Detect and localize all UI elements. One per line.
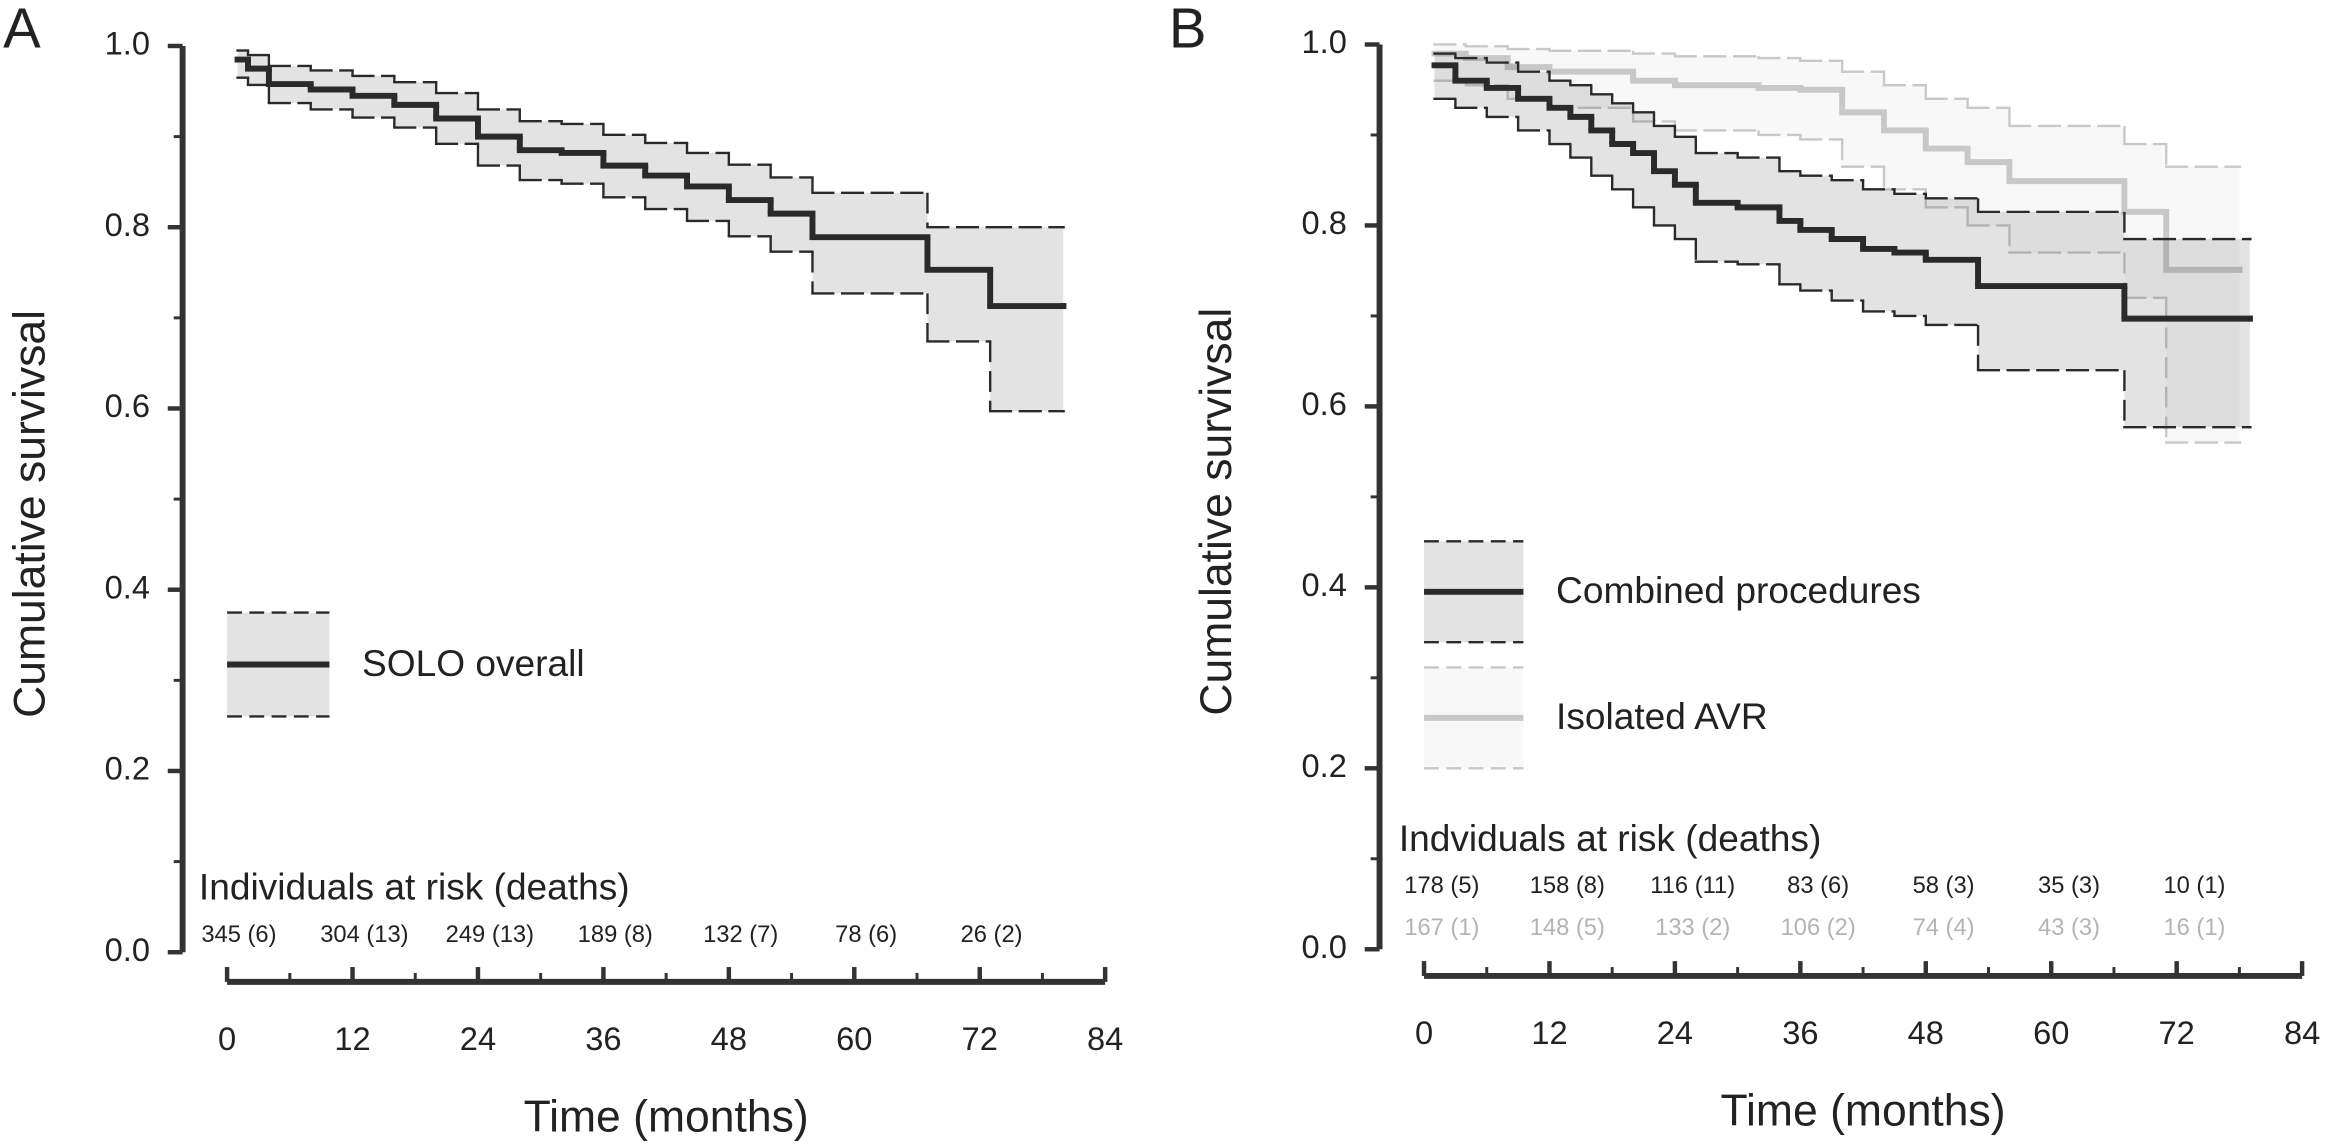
ci-band <box>1695 153 1738 262</box>
legend-label: Combined procedures <box>1556 569 1921 611</box>
risk-count: 249 (13) <box>446 922 534 948</box>
risk-count: 26 (2) <box>961 922 1023 948</box>
x-tick-label: 84 <box>2284 1014 2320 1051</box>
risk-count: 106 (2) <box>1781 915 1856 941</box>
panel-label: B <box>1169 0 1207 60</box>
risk-count: 78 (6) <box>835 922 897 948</box>
x-tick-label: 48 <box>711 1020 747 1057</box>
ci-band <box>2124 239 2250 428</box>
y-axis-title: Cumulative survivsal <box>6 310 55 718</box>
series: Isolated AVR <box>1424 43 2243 770</box>
risk-count: 74 (4) <box>1913 915 1975 941</box>
risk-count: 132 (7) <box>703 922 778 948</box>
ci-band <box>2166 166 2240 443</box>
ci-band <box>1633 112 1655 208</box>
risk-count: 83 (6) <box>1787 873 1849 899</box>
ci-band <box>1925 98 1968 208</box>
x-tick-label: 36 <box>585 1020 621 1057</box>
plot: 0.0 0.2 0.4 0.6 0.8 1.0 0 12 24 36 48 60 72 84 Time (m… <box>1169 0 2320 1136</box>
ci-band <box>1570 85 1592 158</box>
y-tick-label: 0.2 <box>105 750 150 787</box>
ci-band <box>1758 58 1801 135</box>
series: Combined procedures <box>1424 52 2253 644</box>
x-tick-label: 48 <box>1908 1014 1944 1051</box>
x-tick-label: 24 <box>1657 1014 1693 1051</box>
risk-table-title: Indviduals at risk (deaths) <box>1399 817 1821 859</box>
y-tick-label: 0.8 <box>105 206 150 243</box>
ci-band <box>1779 171 1801 285</box>
legend-label: Isolated AVR <box>1556 695 1768 737</box>
ci-band <box>1591 94 1613 176</box>
y-tick-label: 0.8 <box>1302 204 1347 241</box>
risk-count: 116 (11) <box>1650 873 1735 899</box>
y-tick-label: 1.0 <box>1302 23 1347 60</box>
x-tick-label: 84 <box>1087 1020 1123 1057</box>
ci-band <box>1633 53 1675 122</box>
risk-count: 178 (5) <box>1404 873 1479 899</box>
ci-band <box>1549 50 1634 108</box>
ci-band <box>990 227 1064 412</box>
ci-band <box>927 227 991 342</box>
x-axis-title: Time (months) <box>1721 1087 2006 1136</box>
y-tick-label: 0.0 <box>1302 928 1347 965</box>
x-axis-title: Time (months) <box>524 1093 809 1142</box>
x-tick-label: 60 <box>2033 1014 2069 1051</box>
x-tick-label: 12 <box>334 1020 370 1057</box>
x-tick-label: 36 <box>1782 1014 1818 1051</box>
series: SOLO overall <box>227 49 1067 718</box>
ci-band <box>1842 71 1884 167</box>
x-tick-label: 24 <box>460 1020 496 1057</box>
x-tick-label: 12 <box>1531 1014 1567 1051</box>
ci-band <box>1674 56 1759 131</box>
ci-band <box>1674 136 1696 240</box>
ci-band <box>1967 107 2010 226</box>
risk-table-title: Individuals at risk (deaths) <box>199 866 630 908</box>
ci-band <box>237 50 249 78</box>
y-tick-label: 1.0 <box>105 25 150 62</box>
risk-count: 158 (8) <box>1530 873 1605 899</box>
risk-count: 58 (3) <box>1913 873 1975 899</box>
y-tick-label: 0.6 <box>105 387 150 424</box>
x-tick-label: 0 <box>218 1020 236 1057</box>
y-axis-title: Cumulative survivsal <box>1192 308 1241 716</box>
risk-count: 133 (2) <box>1655 915 1730 941</box>
risk-count: 35 (3) <box>2038 873 2100 899</box>
risk-count: 10 (1) <box>2163 873 2225 899</box>
y-tick-label: 0.6 <box>1302 385 1347 422</box>
ci-band <box>1800 60 1843 140</box>
plot: 0.0 0.2 0.4 0.6 0.8 1.0 0 12 24 36 48 60 72 84 Time (m… <box>3 0 1123 1142</box>
ci-band <box>2009 125 2125 253</box>
ci-band <box>1434 53 1456 99</box>
ci-band <box>1978 211 2125 371</box>
y-tick-label: 0.4 <box>1302 566 1347 603</box>
x-tick-label: 72 <box>2159 1014 2195 1051</box>
x-tick-label: 60 <box>836 1020 872 1057</box>
ci-band <box>1654 125 1675 226</box>
panel-label: A <box>3 0 41 60</box>
x-tick-label: 72 <box>962 1020 998 1057</box>
y-tick-label: 0.2 <box>1302 747 1347 784</box>
y-tick-label: 0.4 <box>105 568 150 605</box>
ci-band <box>812 192 928 294</box>
ci-band <box>1800 175 1832 291</box>
risk-count: 345 (6) <box>201 922 276 948</box>
risk-count: 148 (5) <box>1530 915 1605 941</box>
x-tick-label: 0 <box>1415 1014 1433 1051</box>
risk-count: 167 (1) <box>1404 915 1479 941</box>
ci-band <box>2124 144 2167 298</box>
risk-count: 304 (13) <box>320 922 408 948</box>
ci-band <box>1883 85 1926 190</box>
risk-count: 16 (1) <box>2163 915 2225 941</box>
ci-band <box>1549 80 1571 145</box>
risk-count: 43 (3) <box>2038 915 2100 941</box>
risk-count: 189 (8) <box>578 922 653 948</box>
ci-band <box>1737 157 1780 265</box>
y-tick-label: 0.0 <box>105 931 150 968</box>
legend-label: SOLO overall <box>362 642 585 684</box>
